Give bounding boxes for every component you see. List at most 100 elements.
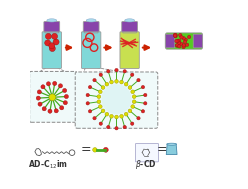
Circle shape — [88, 110, 92, 113]
Text: AD-C$_{12}$im: AD-C$_{12}$im — [28, 158, 68, 170]
Circle shape — [144, 102, 147, 105]
Circle shape — [45, 33, 51, 39]
Text: =: = — [156, 143, 167, 156]
Circle shape — [131, 90, 135, 94]
Circle shape — [64, 94, 68, 99]
Circle shape — [115, 115, 118, 119]
FancyBboxPatch shape — [135, 143, 158, 162]
Circle shape — [99, 73, 102, 76]
Circle shape — [49, 46, 55, 52]
Circle shape — [187, 35, 191, 39]
Circle shape — [88, 85, 92, 89]
Circle shape — [184, 38, 187, 41]
FancyBboxPatch shape — [193, 34, 203, 48]
Circle shape — [53, 39, 59, 45]
Circle shape — [124, 82, 128, 86]
Ellipse shape — [167, 143, 177, 145]
FancyBboxPatch shape — [122, 22, 137, 32]
Circle shape — [101, 84, 132, 114]
Circle shape — [41, 85, 45, 89]
Circle shape — [137, 78, 140, 82]
Circle shape — [132, 100, 136, 104]
Circle shape — [174, 33, 177, 37]
Circle shape — [54, 109, 58, 113]
Circle shape — [144, 93, 147, 97]
Circle shape — [131, 105, 135, 108]
FancyBboxPatch shape — [75, 72, 158, 128]
Circle shape — [60, 106, 64, 110]
Circle shape — [123, 125, 126, 129]
Circle shape — [115, 80, 118, 83]
Circle shape — [180, 42, 183, 46]
Circle shape — [182, 45, 185, 49]
FancyBboxPatch shape — [123, 27, 136, 33]
Circle shape — [177, 41, 181, 44]
Circle shape — [63, 101, 67, 105]
FancyBboxPatch shape — [120, 32, 139, 68]
Circle shape — [180, 36, 183, 39]
Circle shape — [36, 96, 40, 100]
Circle shape — [124, 112, 128, 116]
Circle shape — [120, 80, 124, 84]
Circle shape — [98, 90, 102, 94]
Circle shape — [182, 44, 186, 47]
Circle shape — [62, 88, 67, 93]
FancyBboxPatch shape — [83, 22, 99, 32]
Circle shape — [93, 117, 96, 120]
Circle shape — [120, 114, 124, 118]
Circle shape — [115, 68, 118, 72]
Circle shape — [86, 102, 89, 105]
Circle shape — [182, 37, 185, 40]
Ellipse shape — [47, 19, 57, 22]
FancyBboxPatch shape — [44, 22, 60, 32]
Circle shape — [132, 95, 136, 98]
Circle shape — [183, 40, 186, 43]
FancyBboxPatch shape — [165, 34, 193, 48]
Circle shape — [98, 105, 102, 108]
Polygon shape — [166, 144, 177, 155]
Ellipse shape — [86, 19, 96, 22]
Circle shape — [175, 44, 179, 47]
Circle shape — [107, 70, 110, 73]
Circle shape — [115, 127, 118, 130]
Text: =: = — [80, 143, 91, 156]
Circle shape — [175, 39, 178, 43]
Circle shape — [130, 122, 134, 125]
Circle shape — [128, 109, 132, 113]
Circle shape — [105, 112, 109, 116]
Circle shape — [97, 100, 101, 104]
FancyBboxPatch shape — [30, 71, 77, 122]
FancyBboxPatch shape — [166, 33, 202, 49]
FancyBboxPatch shape — [165, 34, 175, 48]
Circle shape — [49, 94, 56, 101]
Circle shape — [107, 125, 110, 129]
Ellipse shape — [125, 19, 134, 22]
Circle shape — [53, 81, 57, 85]
Circle shape — [101, 86, 105, 89]
Circle shape — [137, 117, 140, 120]
Circle shape — [105, 82, 109, 86]
FancyBboxPatch shape — [42, 32, 62, 68]
Circle shape — [52, 33, 58, 39]
Circle shape — [46, 82, 51, 86]
Circle shape — [49, 43, 55, 49]
Circle shape — [130, 73, 134, 76]
Circle shape — [48, 109, 52, 113]
Circle shape — [174, 34, 177, 37]
Circle shape — [110, 80, 113, 84]
Circle shape — [45, 40, 51, 46]
Circle shape — [141, 110, 145, 113]
Circle shape — [38, 102, 42, 106]
Circle shape — [123, 70, 126, 73]
Circle shape — [103, 147, 108, 152]
Circle shape — [141, 85, 145, 89]
Circle shape — [178, 45, 181, 48]
Circle shape — [174, 35, 177, 38]
Text: $\beta$-CD: $\beta$-CD — [135, 158, 157, 171]
Circle shape — [93, 148, 97, 152]
Circle shape — [101, 109, 105, 113]
Circle shape — [179, 33, 182, 37]
Circle shape — [176, 39, 179, 43]
Circle shape — [186, 43, 189, 46]
FancyBboxPatch shape — [82, 32, 101, 68]
